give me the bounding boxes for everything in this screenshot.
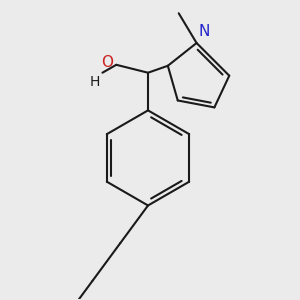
Text: N: N <box>199 24 210 39</box>
Text: H: H <box>90 75 101 89</box>
Text: O: O <box>101 55 113 70</box>
